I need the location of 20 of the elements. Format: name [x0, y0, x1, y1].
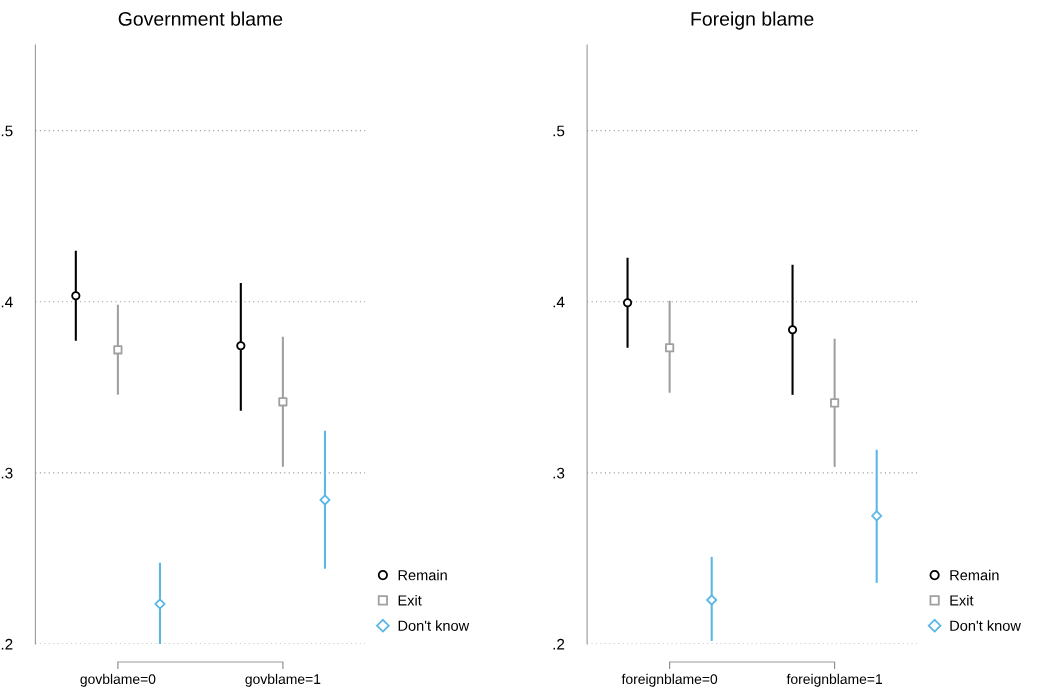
x-tick-label: govblame=0 [80, 673, 156, 687]
legend-label: Remain [398, 569, 447, 581]
legend-label: Exit [398, 594, 422, 606]
y-tick-label: .2 [553, 638, 565, 650]
x-tick-label: govblame=1 [245, 673, 321, 687]
y-tick-label: .3 [553, 467, 565, 479]
legend-label: Exit [950, 594, 974, 606]
chart-title: Government blame [118, 11, 283, 26]
x-tick-label: foreignblame=0 [621, 673, 718, 687]
y-tick-label: .5 [1, 125, 13, 137]
legend-label: Don't know [398, 620, 470, 631]
y-tick-label: .2 [1, 638, 13, 650]
x-tick-label: foreignblame=1 [786, 673, 883, 687]
y-tick-label: .5 [553, 125, 565, 137]
y-tick-label: .4 [553, 296, 565, 308]
y-tick-label: .3 [1, 467, 13, 479]
legend-label: Remain [950, 569, 999, 581]
chart-title: Foreign blame [691, 11, 814, 30]
legend-label: Don't know [950, 620, 1021, 631]
y-tick-label: .4 [1, 296, 13, 308]
